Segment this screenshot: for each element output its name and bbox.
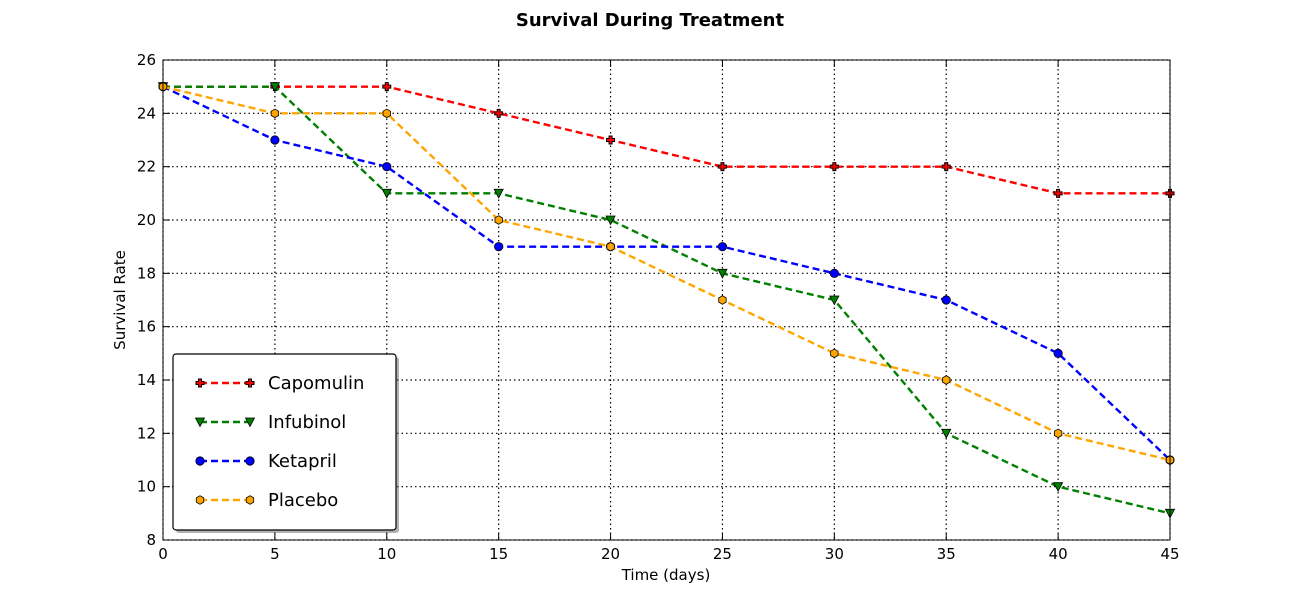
data-point-marker-inner [942, 163, 950, 171]
data-point-marker [493, 188, 504, 199]
data-point-marker [382, 108, 391, 119]
data-point-marker [1053, 348, 1063, 358]
data-point-marker [941, 295, 951, 305]
axis-ticks: 0 5 10 15 20 25 30 35 40 45 8 10 12 14 16 18 20 22 24 26 [137, 51, 1180, 563]
data-point-marker [1053, 428, 1063, 439]
legend-entry-infubinol: Infubinol [194, 412, 346, 433]
data-point-marker [717, 268, 728, 279]
series-line [162, 85, 1171, 461]
data-point-marker-inner [383, 83, 391, 91]
data-point-marker [382, 162, 392, 172]
data-point-marker [270, 108, 280, 119]
y-tick-label: 22 [137, 158, 156, 176]
data-point-marker-inner [830, 163, 838, 171]
data-point-marker-inner [495, 109, 503, 117]
data-point-marker [1052, 482, 1064, 493]
legend-marker-inner [246, 379, 254, 387]
data-point-marker [717, 242, 728, 252]
legend-marker [195, 456, 205, 466]
x-tick-label: 20 [601, 545, 620, 563]
x-tick-label: 0 [158, 545, 168, 563]
legend-marker [244, 417, 256, 428]
legend: Capomulin Infubinol Ketapril Placebo [172, 353, 399, 533]
legend-label: Capomulin [268, 373, 364, 394]
data-point-marker [942, 375, 951, 385]
y-tick-label: 12 [137, 424, 156, 442]
data-point-marker-inner [1054, 189, 1062, 197]
x-tick-label: 35 [937, 545, 956, 563]
legend-marker [245, 495, 255, 505]
x-tick-label: 25 [713, 545, 732, 563]
legend-marker [245, 456, 255, 466]
y-axis-label: Survival Rate [111, 250, 129, 350]
x-tick-label: 45 [1160, 545, 1179, 563]
series-line [163, 85, 1170, 195]
series-layer [157, 81, 1176, 519]
x-tick-label: 10 [377, 545, 396, 563]
data-point-marker [829, 268, 839, 278]
y-tick-label: 10 [137, 478, 156, 496]
data-point-marker [830, 348, 839, 359]
data-point-marker [381, 188, 392, 199]
data-point-marker [494, 215, 503, 225]
y-tick-label: 14 [137, 371, 156, 389]
data-point-marker-inner [718, 163, 726, 171]
data-point-marker [829, 295, 840, 306]
y-tick-label: 18 [137, 264, 156, 282]
x-tick-label: 15 [489, 545, 508, 563]
legend-marker [194, 417, 206, 428]
data-point-marker [718, 295, 727, 305]
legend-entry-ketapril: Ketapril [195, 451, 337, 472]
x-tick-label: 30 [825, 545, 844, 563]
x-tick-label: 5 [270, 545, 280, 563]
data-point-marker-inner [607, 136, 615, 144]
data-point-marker [494, 242, 504, 252]
legend-label: Placebo [268, 490, 338, 511]
series-capomulin [158, 82, 1175, 198]
y-tick-label: 24 [137, 104, 156, 122]
y-tick-label: 20 [137, 211, 156, 229]
data-point-marker [605, 215, 616, 226]
series-placebo [158, 81, 1175, 465]
plot-frame [162, 59, 1171, 541]
data-point-marker [270, 135, 280, 145]
chart-title: Survival During Treatment [516, 10, 785, 31]
legend-marker-inner [196, 379, 204, 387]
legend-box [172, 353, 397, 531]
data-point-marker [269, 82, 281, 93]
legend-marker [195, 495, 205, 505]
legend-label: Infubinol [268, 412, 346, 433]
legend-entry-capomulin: Capomulin [195, 373, 364, 394]
legend-label: Ketapril [268, 451, 337, 472]
y-tick-label: 8 [146, 531, 156, 549]
data-point-marker [941, 428, 952, 439]
legend-entry-placebo: Placebo [195, 490, 338, 511]
data-point-marker [606, 241, 615, 252]
y-tick-label: 26 [137, 51, 156, 69]
y-tick-label: 16 [137, 318, 156, 336]
series-line [162, 85, 1171, 462]
x-tick-label: 40 [1049, 545, 1068, 563]
x-axis-label: Time (days) [621, 566, 711, 584]
